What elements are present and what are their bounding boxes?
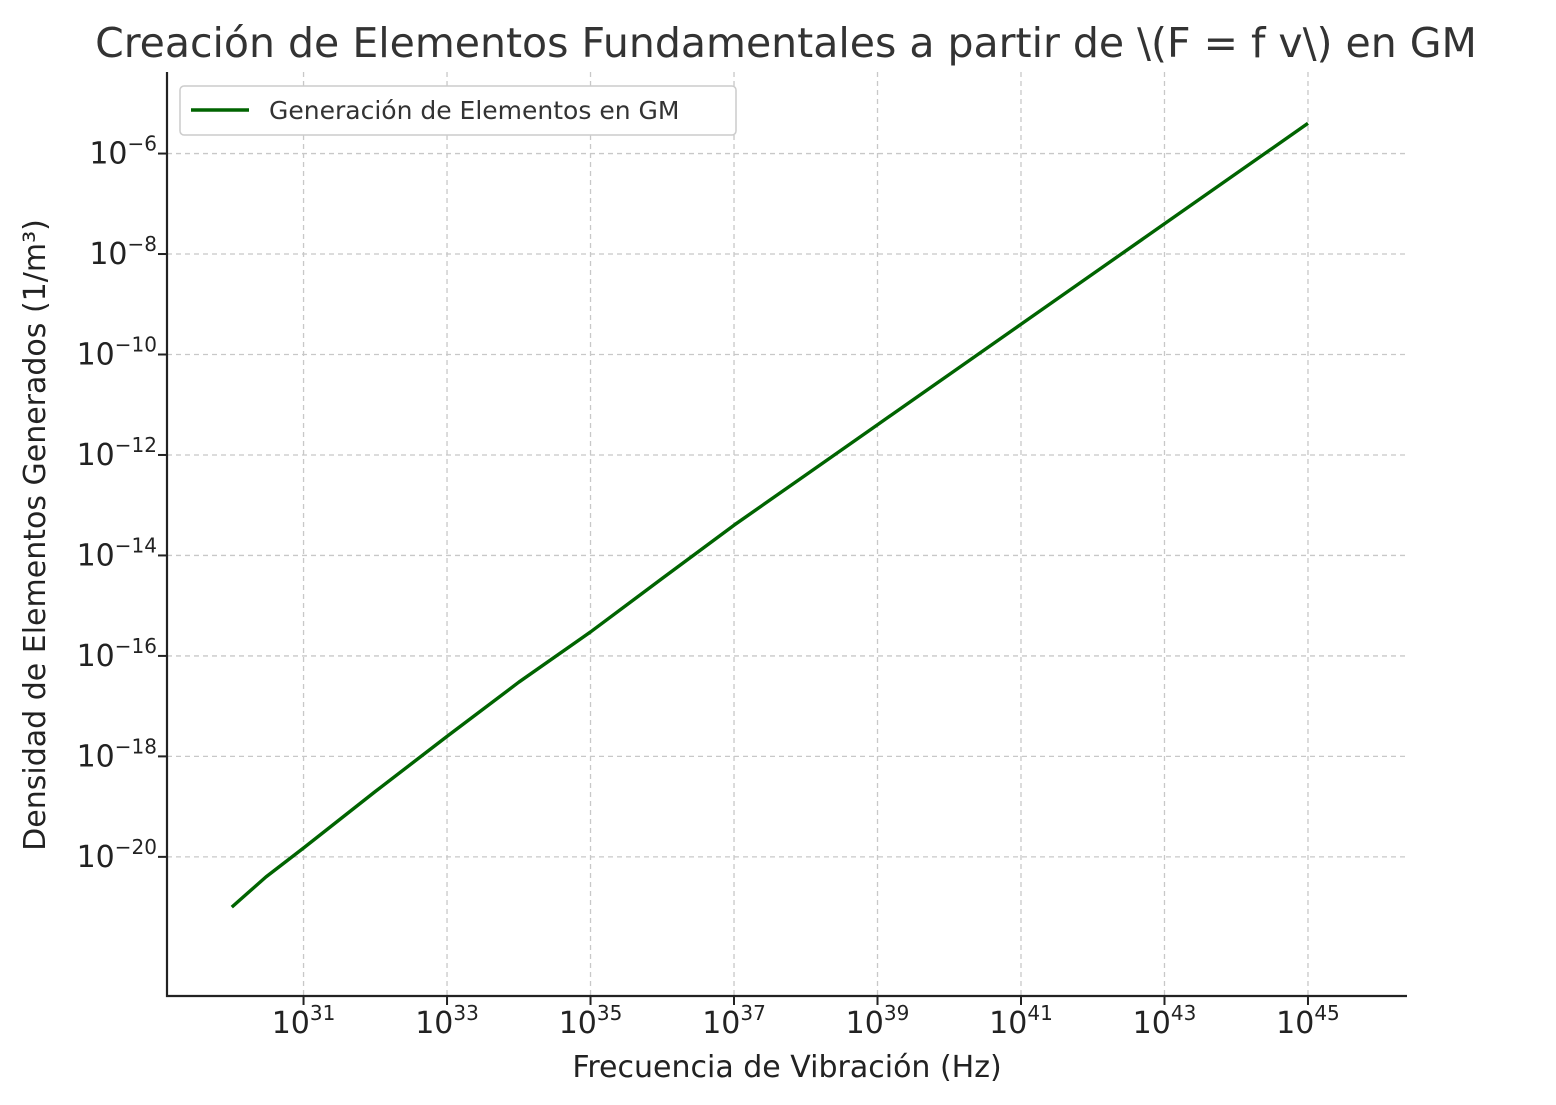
x-tick-exponent: 41 [1027, 1001, 1052, 1025]
x-axis-label: Frecuencia de Vibración (Hz) [572, 1050, 1001, 1085]
y-tick-exponent: −8 [128, 232, 157, 256]
x-tick-label: 1041 [989, 1001, 1053, 1041]
chart-title: Creación de Elementos Fundamentales a pa… [95, 19, 1477, 67]
y-tick-label: 10−8 [89, 232, 157, 272]
y-tick-label: 10−12 [77, 433, 157, 473]
series-line-0 [230, 121, 1309, 909]
y-tick-exponent: −10 [115, 332, 157, 356]
x-tick-base: 10 [989, 1006, 1027, 1041]
y-tick-base: 10 [77, 840, 115, 875]
y-tick-label: 10−18 [77, 734, 157, 774]
axis-spines [165, 72, 1407, 998]
grid [167, 72, 1407, 996]
y-tick-exponent: −14 [115, 533, 157, 557]
x-tick-base: 10 [1133, 1006, 1171, 1041]
y-tick-base: 10 [77, 538, 115, 573]
y-tick-label: 10−14 [77, 533, 157, 573]
y-tick-exponent: −6 [128, 132, 157, 156]
x-tick-base: 10 [559, 1006, 597, 1041]
y-tick-base: 10 [77, 639, 115, 674]
x-tick-exponent: 31 [310, 1001, 335, 1025]
y-tick-exponent: −16 [115, 634, 157, 658]
x-tick-label: 1031 [272, 1001, 336, 1041]
y-tick-base: 10 [77, 739, 115, 774]
y-tick-base: 10 [89, 237, 127, 272]
x-tick-exponent: 43 [1171, 1001, 1196, 1025]
x-tick-label: 1035 [559, 1001, 623, 1041]
x-tick-base: 10 [702, 1006, 740, 1041]
axes [165, 72, 1407, 998]
y-tick-label: 10−20 [77, 835, 157, 875]
x-tick-base: 10 [1276, 1006, 1314, 1041]
legend-label: Generación de Elementos en GM [269, 96, 679, 125]
x-tick-exponent: 37 [740, 1001, 765, 1025]
y-tick-base: 10 [77, 438, 115, 473]
x-ticks: 1031 1033 1035 1037 1039 1041 1043 1045 [272, 996, 1340, 1041]
y-tick-label: 10−10 [77, 332, 157, 372]
x-tick-label: 1033 [415, 1001, 479, 1041]
y-tick-exponent: −20 [115, 835, 157, 859]
y-tick-exponent: −18 [115, 734, 157, 758]
x-tick-label: 1037 [702, 1001, 766, 1041]
x-tick-exponent: 33 [453, 1001, 478, 1025]
y-axis-label: Densidad de Elementos Generados (1/m³) [18, 219, 53, 851]
x-tick-base: 10 [272, 1006, 310, 1041]
legend: Generación de Elementos en GM [179, 85, 737, 136]
y-tick-exponent: −12 [115, 433, 157, 457]
y-tick-base: 10 [77, 337, 115, 372]
x-tick-label: 1039 [846, 1001, 910, 1041]
y-tick-label: 10−6 [89, 132, 157, 172]
x-tick-exponent: 35 [597, 1001, 622, 1025]
x-tick-exponent: 39 [884, 1001, 909, 1025]
x-tick-base: 10 [846, 1006, 884, 1041]
y-tick-label: 10−16 [77, 634, 157, 674]
legend-box [179, 85, 737, 136]
series-layer [230, 121, 1309, 909]
x-tick-label: 1043 [1133, 1001, 1197, 1041]
x-tick-label: 1045 [1276, 1001, 1340, 1041]
x-tick-exponent: 45 [1314, 1001, 1339, 1025]
y-tick-base: 10 [89, 137, 127, 172]
x-tick-base: 10 [415, 1006, 453, 1041]
